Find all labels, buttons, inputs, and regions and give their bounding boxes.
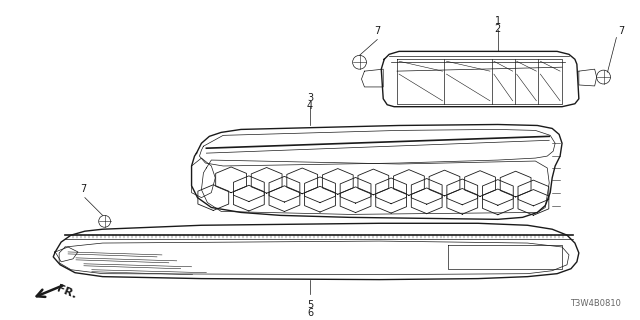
Polygon shape [53, 223, 579, 280]
Text: 7: 7 [374, 26, 380, 36]
Text: 7: 7 [80, 184, 86, 194]
Text: 4: 4 [307, 101, 313, 111]
Text: 7: 7 [618, 26, 625, 36]
Text: FR.: FR. [55, 284, 78, 301]
Text: 5: 5 [307, 300, 313, 310]
Polygon shape [191, 124, 562, 219]
Text: 1: 1 [495, 16, 501, 26]
Text: T3W4B0810: T3W4B0810 [570, 299, 621, 308]
Text: 3: 3 [307, 93, 313, 103]
Text: 6: 6 [307, 308, 313, 318]
Text: 2: 2 [495, 24, 501, 34]
